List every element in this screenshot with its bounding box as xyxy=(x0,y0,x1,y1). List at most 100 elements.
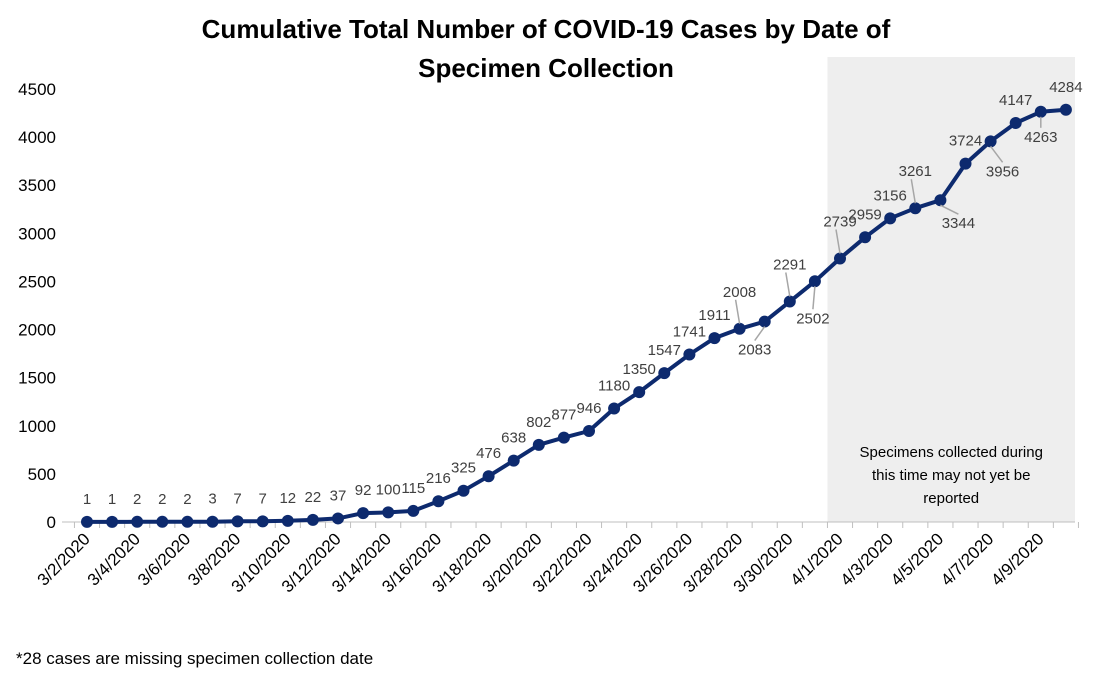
data-point xyxy=(156,515,169,528)
footnote: *28 cases are missing specimen collectio… xyxy=(16,649,374,668)
data-point xyxy=(733,322,746,335)
label-leader-line xyxy=(989,145,1004,163)
data-point xyxy=(507,454,520,467)
x-tick-label: 4/9/2020 xyxy=(987,529,1047,589)
data-label: 4284 xyxy=(1049,79,1082,96)
data-point xyxy=(808,275,821,288)
data-label: 22 xyxy=(305,489,322,506)
data-label: 2 xyxy=(158,491,166,508)
data-label: 802 xyxy=(526,414,551,431)
annotation-line-2: this time may not yet be xyxy=(872,467,1030,484)
x-tick-label: 4/7/2020 xyxy=(937,529,997,589)
x-tick-label: 3/2/2020 xyxy=(34,529,94,589)
data-label: 1547 xyxy=(648,342,681,359)
y-axis: 0 500 1000 1500 2000 2500 3000 3500 4000 4500 xyxy=(18,80,56,532)
y-tick-label: 3500 xyxy=(18,176,56,195)
label-leader-line xyxy=(734,299,741,324)
label-leader-line xyxy=(910,179,917,204)
data-label: 3344 xyxy=(942,215,975,232)
data-point xyxy=(256,515,269,528)
x-axis: 3/2/20203/4/20203/6/20203/8/20203/10/202… xyxy=(34,521,1079,596)
data-point xyxy=(106,515,119,528)
data-label: 2959 xyxy=(848,206,881,223)
data-point xyxy=(984,135,997,148)
data-point xyxy=(683,348,696,361)
chart-title-line-2: Specimen Collection xyxy=(418,53,674,83)
data-point xyxy=(959,157,972,170)
series-cumulative-cases xyxy=(81,103,1072,528)
data-label: 1911 xyxy=(698,307,730,324)
data-label: 877 xyxy=(551,407,576,424)
data-point xyxy=(206,515,219,528)
data-point xyxy=(1009,116,1022,129)
y-tick-label: 4000 xyxy=(18,128,56,147)
data-point xyxy=(758,315,771,328)
data-label: 216 xyxy=(426,470,451,487)
data-label: 1350 xyxy=(623,361,656,378)
annotation-line-1: Specimens collected during xyxy=(860,444,1043,461)
label-leader-line xyxy=(754,326,766,342)
data-label: 3724 xyxy=(949,133,982,150)
annotation-line-3: reported xyxy=(923,490,979,507)
data-point xyxy=(1034,105,1047,118)
data-point xyxy=(658,367,671,380)
y-tick-label: 2500 xyxy=(18,272,56,291)
chart-title-line-1: Cumulative Total Number of COVID-19 Case… xyxy=(202,14,891,44)
data-point xyxy=(1059,103,1072,116)
data-point xyxy=(834,252,846,265)
y-tick-label: 4500 xyxy=(18,80,56,99)
data-label: 3956 xyxy=(986,163,1019,180)
shaded-region xyxy=(827,57,1075,522)
data-point xyxy=(382,506,395,519)
data-point xyxy=(407,504,420,517)
data-point xyxy=(557,431,570,444)
data-label: 7 xyxy=(259,490,267,507)
data-point xyxy=(783,295,796,308)
data-point xyxy=(909,202,922,215)
x-tick-label: 4/1/2020 xyxy=(787,529,847,589)
data-label: 100 xyxy=(376,481,401,498)
data-label: 92 xyxy=(355,482,372,499)
data-point xyxy=(482,470,495,483)
data-label: 1 xyxy=(83,491,91,508)
x-tick-label: 4/3/2020 xyxy=(837,529,897,589)
data-point xyxy=(884,212,897,225)
data-point xyxy=(608,402,621,415)
data-point xyxy=(583,424,595,437)
data-point xyxy=(357,507,370,520)
data-point xyxy=(708,332,721,345)
y-tick-label: 1500 xyxy=(18,369,56,388)
data-label: 325 xyxy=(451,460,476,477)
data-label: 638 xyxy=(501,430,526,447)
y-tick-label: 0 xyxy=(47,513,56,532)
data-label: 1741 xyxy=(673,323,706,340)
data-label: 2083 xyxy=(738,342,771,359)
label-leader-line xyxy=(835,229,841,254)
data-point xyxy=(332,512,344,525)
data-label: 2502 xyxy=(796,310,829,327)
label-leader-line xyxy=(812,286,816,310)
x-tick-label: 3/4/2020 xyxy=(84,529,144,589)
data-point xyxy=(432,495,445,508)
data-label: 2739 xyxy=(823,213,856,230)
data-point xyxy=(181,515,194,528)
data-label: 115 xyxy=(401,480,425,497)
data-label: 12 xyxy=(279,490,296,507)
data-label: 2 xyxy=(183,491,191,508)
data-point xyxy=(457,484,470,497)
data-label: 3156 xyxy=(874,187,907,204)
data-label: 3261 xyxy=(899,163,932,180)
data-point xyxy=(532,438,545,451)
data-point xyxy=(934,194,947,207)
data-point xyxy=(306,513,319,526)
data-point xyxy=(81,515,93,528)
data-label: 3 xyxy=(208,491,216,508)
y-tick-label: 500 xyxy=(28,465,56,484)
data-label: 7 xyxy=(233,490,241,507)
shaded-region-annotation: Specimens collected during this time may… xyxy=(860,444,1043,507)
y-tick-label: 1000 xyxy=(18,417,56,436)
data-label: 2 xyxy=(133,491,141,508)
label-leader-line xyxy=(785,272,791,297)
